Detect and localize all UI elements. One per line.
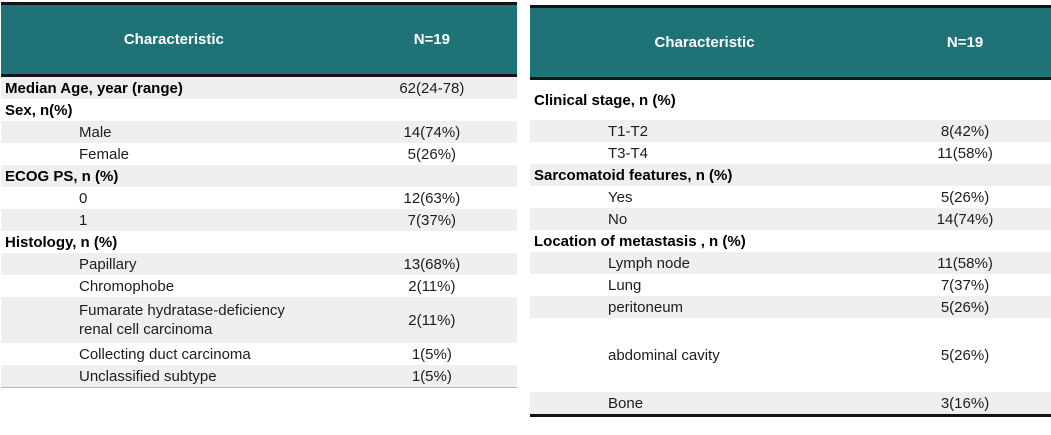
row-label: Fumarate hydratase-deficiency renal cell…	[79, 302, 285, 338]
table-row: T1-T2 8(42%)	[530, 120, 1051, 142]
table-row: peritoneum 5(26%)	[530, 296, 1051, 318]
table-row: T3-T4 11(58%)	[530, 142, 1051, 164]
row-value: 2(11%)	[408, 311, 456, 329]
row-label: Sarcomatoid features, n (%)	[534, 166, 733, 184]
row-value: 1(5%)	[411, 345, 452, 363]
table-row: Histology, n (%)	[1, 231, 517, 253]
table-row: Location of metastasis , n (%)	[530, 230, 1051, 252]
table-body-right: Clinical stage, n (%) T1-T2 8(42%) T3-T4 11(…	[530, 80, 1051, 417]
row-label: Clinical stage, n (%)	[534, 91, 676, 109]
row-label: Median Age, year (range)	[5, 79, 183, 97]
table-row: Collecting duct carcinoma 1(5%)	[1, 343, 517, 365]
column-header-n: N=19	[946, 34, 984, 51]
table-row: Unclassified subtype 1(5%)	[1, 365, 517, 387]
table-row: Sarcomatoid features, n (%)	[530, 164, 1051, 186]
table-row: Female 5(26%)	[1, 143, 517, 165]
row-label: Collecting duct carcinoma	[79, 345, 251, 363]
table-row: Lymph node 11(58%)	[530, 252, 1051, 274]
row-value: 7(37%)	[940, 276, 990, 294]
row-label: ECOG PS, n (%)	[5, 167, 119, 185]
row-label: Male	[79, 123, 112, 141]
row-value: 11(58%)	[937, 144, 993, 162]
row-label: Histology, n (%)	[5, 233, 118, 251]
row-label: Yes	[608, 188, 633, 206]
row-label: Papillary	[79, 255, 137, 273]
row-label: 0	[79, 189, 88, 207]
table-row: abdominal cavity 5(26%)	[530, 318, 1051, 392]
table-row: No 14(74%)	[530, 208, 1051, 230]
row-label: 1	[79, 211, 88, 229]
table-row: Clinical stage, n (%)	[530, 80, 1051, 120]
column-header-characteristic: Characteristic	[123, 31, 224, 48]
table-row: Median Age, year (range) 62(24-78)	[1, 77, 517, 99]
row-value: 5(26%)	[940, 346, 990, 364]
table-row: Yes 5(26%)	[530, 186, 1051, 208]
table-row: Male 14(74%)	[1, 121, 517, 143]
characteristics-table-left: Characteristic N=19 Median Age, year (ra…	[1, 2, 517, 388]
row-value: 7(37%)	[407, 211, 457, 229]
table-body-left: Median Age, year (range) 62(24-78) Sex, n(…	[1, 77, 517, 388]
row-label: Lung	[608, 276, 642, 294]
table-row: Lung 7(37%)	[530, 274, 1051, 296]
characteristics-table-right: Characteristic N=19 Clinical stage, n (%…	[530, 5, 1051, 417]
row-value: 14(74%)	[936, 210, 994, 228]
row-value: 8(42%)	[940, 122, 990, 140]
row-label: abdominal cavity	[608, 346, 720, 364]
table-row: Fumarate hydratase-deficiency renal cell…	[1, 297, 517, 343]
row-value: 5(26%)	[940, 188, 990, 206]
table-header-left: Characteristic N=19	[1, 2, 517, 77]
row-value: 1(5%)	[411, 367, 452, 385]
row-value: 11(58%)	[937, 254, 993, 272]
table-row: Bone 3(16%)	[530, 392, 1051, 414]
table-row: Papillary 13(68%)	[1, 253, 517, 275]
row-label: Location of metastasis , n (%)	[534, 232, 746, 250]
table-header-right: Characteristic N=19	[530, 5, 1051, 80]
row-label: Unclassified subtype	[79, 367, 217, 385]
row-value: 2(11%)	[408, 277, 456, 295]
column-header-n: N=19	[413, 31, 450, 48]
row-label: Bone	[608, 394, 644, 412]
column-header-characteristic: Characteristic	[654, 34, 755, 51]
row-value: 12(63%)	[403, 189, 461, 207]
row-label: Lymph node	[608, 254, 691, 272]
table-row: 1 7(37%)	[1, 209, 517, 231]
row-label: peritoneum	[608, 298, 684, 316]
row-label: T1-T2	[608, 122, 649, 140]
table-row: Sex, n(%)	[1, 99, 517, 121]
row-value: 62(24-78)	[399, 79, 465, 97]
table-row: Chromophobe 2(11%)	[1, 275, 517, 297]
row-value: 5(26%)	[407, 145, 457, 163]
table-row: ECOG PS, n (%)	[1, 165, 517, 187]
row-label: Female	[79, 145, 130, 163]
row-label: Chromophobe	[79, 277, 175, 295]
row-label: No	[608, 210, 628, 228]
row-label: T3-T4	[608, 144, 649, 162]
row-value: 5(26%)	[940, 298, 990, 316]
row-value: 13(68%)	[403, 255, 461, 273]
row-label: Sex, n(%)	[5, 101, 73, 119]
table-row: 0 12(63%)	[1, 187, 517, 209]
row-value: 14(74%)	[403, 123, 461, 141]
row-value: 3(16%)	[940, 394, 990, 412]
